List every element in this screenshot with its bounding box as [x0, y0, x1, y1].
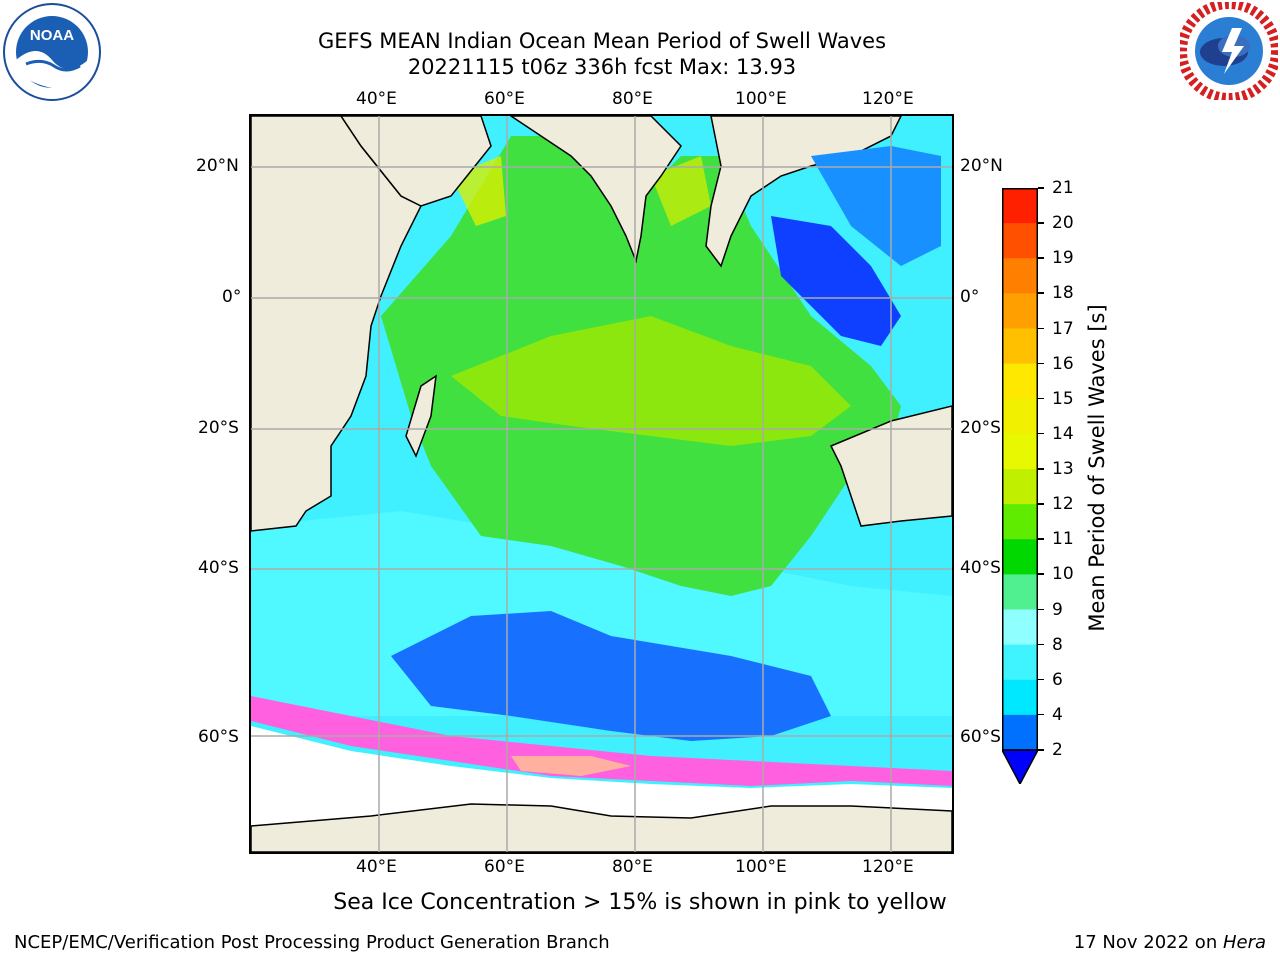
colorbar-tick-label: 18: [1052, 283, 1074, 304]
footer-machine: Hera: [1222, 932, 1266, 953]
colorbar-tick-mark: [1038, 397, 1044, 400]
colorbar-tick-label: 21: [1052, 178, 1074, 198]
colorbar-tick-label: 17: [1052, 318, 1074, 339]
lat-tick-right-60s: 60°S: [960, 727, 1001, 747]
nws-logo: [1177, 0, 1280, 103]
colorbar-title: Mean Period of Swell Waves [s]: [1085, 304, 1109, 632]
colorbar-tick-label: 9: [1052, 599, 1063, 620]
colorbar-tick-label: 20: [1052, 213, 1074, 234]
colorbar-tick-mark: [1038, 362, 1044, 365]
colorbar-tick-label: 15: [1052, 388, 1074, 409]
lat-tick-left-40s: 40°S: [198, 558, 239, 578]
colorbar-tick-mark: [1038, 432, 1044, 435]
colorbar-tick-mark: [1038, 573, 1044, 575]
colorbar-tick-mark: [1038, 257, 1044, 259]
colorbar-band: [1002, 714, 1038, 751]
lon-tick-bottom-120e: 120°E: [862, 857, 914, 877]
colorbar-band: [1002, 258, 1038, 294]
colorbar-outline: [1002, 188, 1038, 751]
colorbar-tick-mark: [1038, 608, 1044, 610]
lat-tick-left-20s: 20°S: [198, 418, 239, 438]
colorbar-svg: [1000, 188, 1040, 786]
lat-tick-right-0: 0°: [960, 287, 980, 307]
map-subtitle: 20221115 t06z 336h fcst Max: 13.93: [407, 55, 797, 79]
colorbar-tick-mark: [1038, 713, 1044, 716]
map-title: GEFS MEAN Indian Ocean Mean Period of Sw…: [317, 29, 887, 53]
colorbar-tick-label: 13: [1052, 459, 1074, 479]
colorbar-tick-mark: [1038, 678, 1044, 681]
colorbar-tick-mark: [1038, 643, 1044, 646]
colorbar-band: [1002, 644, 1038, 681]
noaa-logo: NOAA: [2, 2, 102, 102]
india-land: [509, 116, 682, 264]
lon-tick-bottom-80e: 80°E: [612, 857, 653, 877]
colorbar-tick-label: 6: [1052, 669, 1063, 690]
colorbar-tick-mark: [1038, 222, 1044, 224]
antarctica-land: [251, 803, 952, 852]
colorbar-tick-label: 8: [1052, 634, 1063, 655]
colorbar-tick-mark: [1038, 538, 1044, 540]
graticule: [251, 116, 952, 852]
colorbar-band: [1002, 433, 1038, 470]
colorbar-tick-mark: [1038, 468, 1044, 470]
map-panel: [249, 114, 954, 854]
colorbar-tick-label: 14: [1052, 423, 1074, 444]
lat-tick-left-0: 0°: [222, 287, 242, 307]
lon-tick-bottom-100e: 100°E: [735, 857, 787, 877]
colorbar-tick-mark: [1038, 187, 1044, 189]
colorbar-tick-label: 12: [1052, 494, 1074, 515]
footer-date: 17 Nov 2022 on Hera: [1074, 932, 1266, 953]
noaa-logo-text: NOAA: [30, 27, 74, 44]
colorbar-tick-label: 16: [1052, 353, 1074, 374]
lon-tick-top-80e: 80°E: [612, 89, 653, 109]
lon-tick-top-40e: 40°E: [356, 89, 397, 109]
colorbar-band: [1002, 293, 1038, 329]
colorbar-tick-mark: [1038, 292, 1044, 294]
colorbar-tick-label: 11: [1052, 529, 1074, 550]
colorbar-band: [1002, 363, 1038, 400]
sea-ice-pink: [251, 696, 952, 786]
footer-credit: NCEP/EMC/Verification Post Processing Pr…: [14, 932, 610, 953]
lon-tick-top-100e: 100°E: [735, 89, 787, 109]
colorbar-tick-label: 4: [1052, 704, 1063, 725]
colorbar-tick-mark: [1038, 327, 1044, 329]
colorbar-tick-mark: [1038, 749, 1044, 751]
indonesian-seas-blue: [771, 216, 901, 346]
lon-tick-bottom-60e: 60°E: [484, 857, 525, 877]
colorbar-band: [1002, 679, 1038, 716]
lat-tick-left-60s: 60°S: [198, 727, 239, 747]
map-canvas: [251, 116, 952, 852]
south-china-sea-blue: [811, 146, 941, 266]
colorbar-tick-label: 2: [1052, 740, 1063, 760]
colorbar-band: [1002, 539, 1038, 575]
colorbar: [1000, 188, 1040, 786]
colorbar-tick-label: 10: [1052, 564, 1074, 585]
colorbar-band: [1002, 469, 1038, 505]
bay-of-bengal-yellow: [651, 156, 711, 226]
southern-ocean-blue-pool: [391, 611, 831, 741]
colorbar-extend-min: [1000, 749, 1040, 786]
madagascar-land: [405, 374, 437, 458]
lon-tick-top-120e: 120°E: [862, 89, 914, 109]
lon-tick-bottom-40e: 40°E: [356, 857, 397, 877]
colorbar-band: [1002, 398, 1038, 435]
colorbar-tick-mark: [1038, 503, 1044, 505]
colorbar-band: [1002, 609, 1038, 646]
lon-tick-top-60e: 60°E: [484, 89, 525, 109]
lat-tick-left-20n: 20°N: [196, 156, 239, 176]
lat-tick-right-40s: 40°S: [960, 558, 1001, 578]
lat-tick-right-20s: 20°S: [960, 418, 1001, 438]
ocean-swell-yellowgreen: [451, 316, 851, 446]
colorbar-band: [1002, 188, 1038, 224]
colorbar-band: [1002, 328, 1038, 365]
colorbar-band: [1002, 223, 1038, 259]
sea-ice-orange: [511, 756, 631, 776]
colorbar-tick-label: 19: [1052, 248, 1074, 269]
lat-tick-right-20n: 20°N: [960, 156, 1003, 176]
footer-date-text: 17 Nov 2022 on: [1073, 932, 1223, 953]
sea-ice-caption: Sea Ice Concentration > 15% is shown in …: [333, 890, 947, 915]
colorbar-band: [1002, 504, 1038, 540]
colorbar-band: [1002, 574, 1038, 610]
